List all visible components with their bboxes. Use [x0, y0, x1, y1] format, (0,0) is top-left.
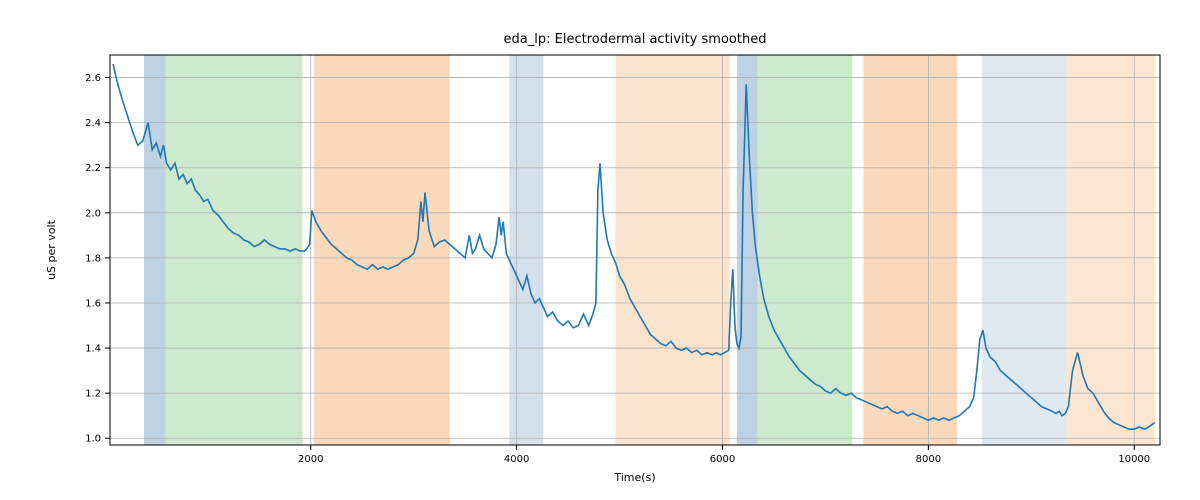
x-tick-label: 4000 — [504, 454, 529, 465]
eda-chart: 1.0 1.2 1.4 1.6 1.8 2.0 2.2 2.4 2.6 2000 4000 6000 8… — [0, 0, 1200, 500]
y-axis-label: uS per volt — [45, 219, 58, 280]
region — [509, 55, 543, 445]
x-tick-label: 8000 — [916, 454, 941, 465]
y-tick-label: 1.0 — [85, 434, 101, 445]
y-tick-label: 2.0 — [85, 208, 101, 219]
region — [166, 55, 303, 445]
chart-container: 1.0 1.2 1.4 1.6 1.8 2.0 2.2 2.4 2.6 2000 4000 6000 8… — [0, 0, 1200, 500]
y-tick-label: 1.8 — [85, 253, 101, 264]
region — [864, 55, 958, 445]
y-tick-label: 2.2 — [85, 163, 101, 174]
y-tick-label: 1.6 — [85, 298, 101, 309]
region — [144, 55, 166, 445]
x-tick-label: 10000 — [1118, 454, 1150, 465]
region — [615, 55, 729, 445]
y-tick-label: 1.2 — [85, 389, 101, 400]
region — [982, 55, 1066, 445]
chart-title: eda_lp: Electrodermal activity smoothed — [504, 32, 767, 47]
region — [314, 55, 450, 445]
y-tick-label: 2.6 — [85, 73, 101, 84]
region — [758, 55, 853, 445]
y-tick-label: 1.4 — [85, 344, 101, 355]
x-axis-label: Time(s) — [613, 471, 655, 484]
x-tick-label: 6000 — [710, 454, 735, 465]
y-tick-label: 2.4 — [85, 118, 101, 129]
x-tick-label: 2000 — [298, 454, 323, 465]
region — [1066, 55, 1155, 445]
